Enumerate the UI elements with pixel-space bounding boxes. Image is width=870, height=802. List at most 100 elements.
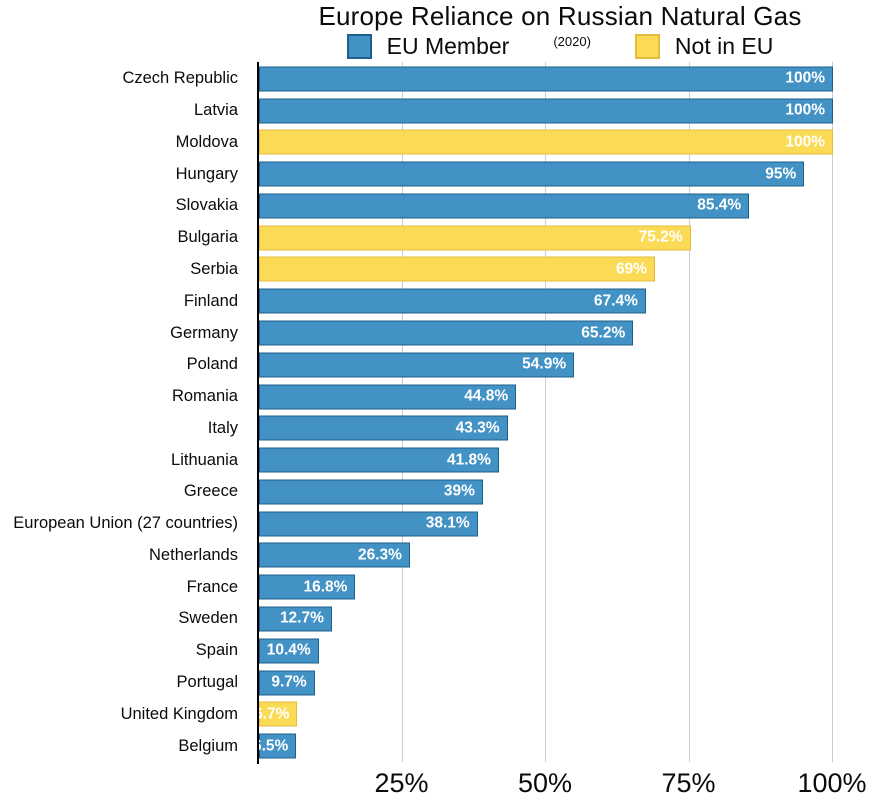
table-row: Hungary 95% bbox=[0, 158, 870, 190]
bar-eu-member: 12.7% bbox=[259, 606, 332, 632]
bar-track: 67.4% bbox=[248, 285, 870, 317]
country-label: Finland bbox=[183, 291, 238, 310]
bar-not-in-eu: 100% bbox=[259, 129, 833, 155]
bar-value-label: 100% bbox=[785, 101, 825, 119]
bar-eu-member: 43.3% bbox=[259, 415, 508, 441]
bar-track: 85.4% bbox=[248, 190, 870, 222]
table-row: Greece 39% bbox=[0, 476, 870, 508]
bar-track: 65.2% bbox=[248, 317, 870, 349]
bar-value-label: 75.2% bbox=[638, 228, 683, 246]
bar-value-label: 43.3% bbox=[455, 419, 500, 437]
bar-eu-member: 44.8% bbox=[259, 384, 517, 410]
table-row: European Union (27 countries) 38.1% bbox=[0, 508, 870, 540]
bar-value-label: 26.3% bbox=[358, 546, 402, 564]
legend-item-not-in-eu: Not in EU bbox=[634, 33, 773, 60]
bar-track: 75.2% bbox=[248, 222, 870, 254]
bar-value-label: 65.2% bbox=[581, 324, 626, 342]
bar-track: 6.7% bbox=[248, 698, 870, 730]
plot-area: Czech Republic 100% Latvia 100% Moldova 100% H… bbox=[0, 62, 870, 802]
table-row: France 16.8% bbox=[0, 571, 870, 603]
x-tick-label-25: 25% bbox=[374, 768, 429, 798]
legend: EU Member (2020) Not in EU bbox=[250, 31, 870, 61]
bar-eu-member: 26.3% bbox=[259, 542, 410, 568]
table-row: Serbia 69% bbox=[0, 254, 870, 286]
country-label: Greece bbox=[183, 482, 238, 501]
bar-eu-member: 9.7% bbox=[259, 670, 315, 695]
country-label: Poland bbox=[186, 355, 238, 374]
country-label: Bulgaria bbox=[177, 228, 238, 247]
bar-track: 38.1% bbox=[248, 508, 870, 540]
table-row: Lithuania 41.8% bbox=[0, 444, 870, 476]
table-row: Belgium 6.5% bbox=[0, 730, 870, 762]
bar-not-in-eu: 6.7% bbox=[254, 701, 298, 727]
table-row: Romania 44.8% bbox=[0, 381, 870, 413]
year-note: (2020) bbox=[553, 34, 591, 49]
bar-track: 54.9% bbox=[248, 349, 870, 381]
bar-value-label: 6.5% bbox=[252, 737, 289, 755]
bar-value-label: 16.8% bbox=[303, 578, 348, 596]
bar-not-in-eu: 75.2% bbox=[259, 225, 691, 251]
country-label: Germany bbox=[170, 323, 238, 342]
bar-value-label: 6.7% bbox=[254, 705, 290, 723]
bar-eu-member: 41.8% bbox=[259, 447, 499, 473]
country-label: Netherlands bbox=[149, 545, 238, 564]
table-row: Moldova 100% bbox=[0, 127, 870, 159]
bar-track: 9.7% bbox=[248, 667, 870, 699]
country-label: Czech Republic bbox=[122, 69, 238, 88]
bar-track: 44.8% bbox=[248, 381, 870, 413]
bar-track: 16.8% bbox=[248, 571, 870, 603]
country-label: Moldova bbox=[175, 132, 238, 151]
bar-track: 100% bbox=[248, 127, 870, 159]
table-row: Slovakia 85.4% bbox=[0, 190, 870, 222]
country-label: Slovakia bbox=[175, 196, 238, 215]
table-row: Sweden 12.7% bbox=[0, 603, 870, 635]
country-label: Romania bbox=[171, 387, 238, 406]
country-label: Lithuania bbox=[171, 450, 238, 469]
table-row: Finland 67.4% bbox=[0, 285, 870, 317]
gridline-75 bbox=[688, 62, 690, 762]
table-row: Bulgaria 75.2% bbox=[0, 222, 870, 254]
bar-value-label: 12.7% bbox=[279, 609, 324, 627]
gridline-100 bbox=[832, 62, 833, 762]
country-label: Sweden bbox=[178, 609, 238, 628]
country-label: Spain bbox=[195, 641, 238, 660]
bar-track: 69% bbox=[248, 254, 870, 286]
bar-eu-member: 95% bbox=[259, 161, 805, 187]
bar-eu-member: 39% bbox=[259, 479, 483, 505]
bar-value-label: 41.8% bbox=[446, 451, 491, 469]
legend-label-eu-member: EU Member bbox=[386, 32, 510, 59]
bar-eu-member: 16.8% bbox=[259, 574, 356, 600]
bar-value-label: 10.4% bbox=[266, 641, 311, 659]
x-tick-label-75: 75% bbox=[661, 768, 716, 798]
gridline-50 bbox=[545, 62, 546, 762]
bar-value-label: 95% bbox=[765, 165, 797, 183]
x-tick-label-50: 50% bbox=[517, 768, 573, 798]
eu-member-swatch bbox=[346, 33, 372, 59]
chart-title: Europe Reliance on Russian Natural Gas bbox=[318, 1, 802, 31]
bar-track: 12.7% bbox=[248, 603, 870, 635]
legend-item-eu-member: EU Member bbox=[346, 32, 510, 60]
bar-eu-member: 10.4% bbox=[259, 638, 319, 664]
bar-track: 95% bbox=[248, 158, 870, 190]
table-row: Netherlands 26.3% bbox=[0, 540, 870, 572]
bar-eu-member: 100% bbox=[259, 66, 833, 92]
gridline-25 bbox=[401, 62, 403, 762]
bar-track: 6.5% bbox=[248, 730, 870, 762]
y-axis-line bbox=[257, 62, 259, 764]
country-label: Belgium bbox=[178, 736, 238, 755]
bar-value-label: 100% bbox=[785, 69, 825, 87]
bar-value-label: 9.7% bbox=[271, 673, 307, 691]
x-tick-label-100: 100% bbox=[797, 768, 867, 798]
bar-eu-member: 54.9% bbox=[259, 352, 575, 378]
bar-value-label: 44.8% bbox=[464, 387, 509, 405]
table-row: Germany 65.2% bbox=[0, 317, 870, 349]
bar-track: 26.3% bbox=[248, 540, 870, 572]
country-label: Italy bbox=[207, 418, 238, 437]
country-label: Portugal bbox=[176, 673, 238, 691]
bar-eu-member: 38.1% bbox=[259, 511, 478, 537]
table-row: Italy 43.3% bbox=[0, 412, 870, 444]
country-label: France bbox=[186, 577, 238, 596]
bar-value-label: 39% bbox=[443, 482, 475, 500]
country-label: Latvia bbox=[193, 101, 238, 120]
